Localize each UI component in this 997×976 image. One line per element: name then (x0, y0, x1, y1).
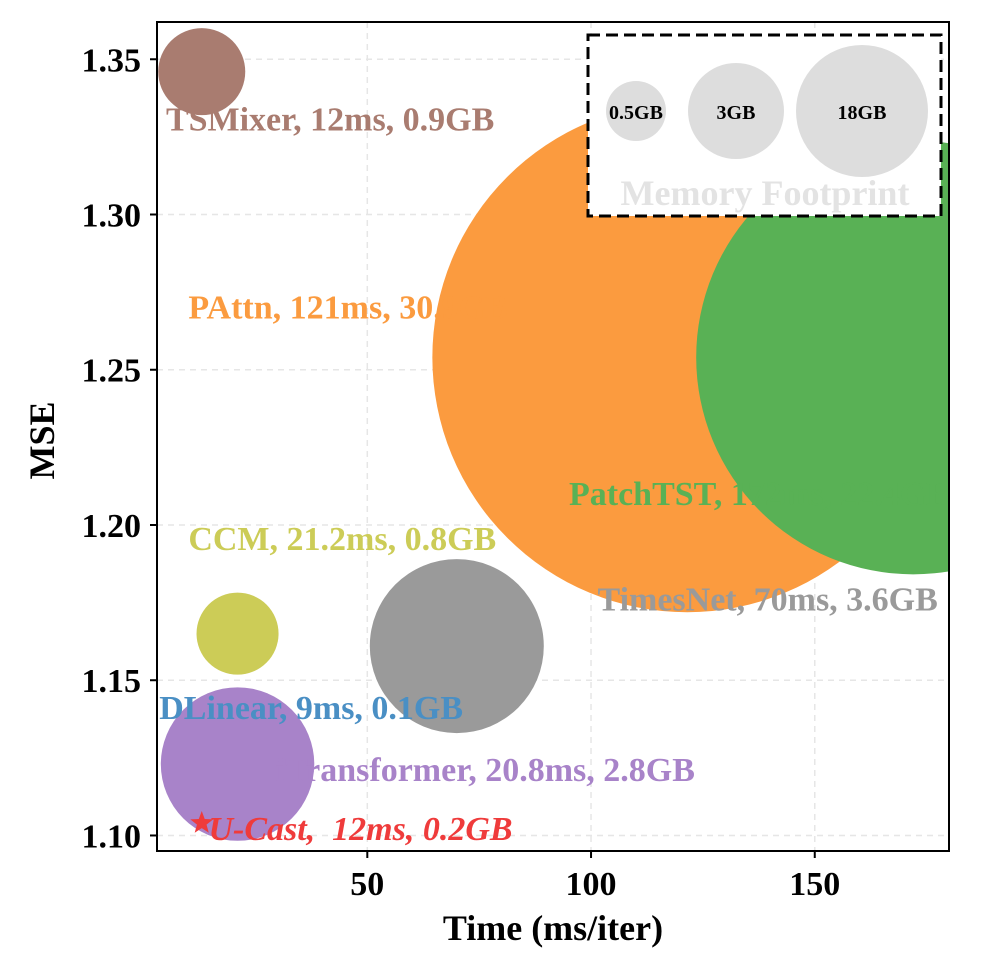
x-tick-label: 50 (350, 866, 384, 903)
tsmixer-bubble (158, 28, 246, 116)
legend-entry-label: 18GB (838, 102, 887, 124)
x-axis-label: Time (ms/iter) (443, 908, 663, 948)
y-tick-label: 1.10 (82, 818, 142, 855)
memory-legend: 0.5GB 3GB 18GB Memory Footprint (586, 33, 943, 218)
itransformer-label: iTransformer, 20.8ms, 2.8GB (276, 752, 695, 789)
y-axis-label: MSE (22, 401, 62, 479)
u-cast-label: U-Cast, 12ms, 0.2GB (208, 811, 512, 848)
legend-title: Memory Footprint (621, 173, 910, 213)
x-tick-label: 100 (566, 866, 617, 903)
legend-entry-label: 3GB (717, 102, 756, 124)
legend-bubble-3gb (688, 63, 784, 159)
plot-frame (156, 21, 950, 852)
ccm-bubble (196, 592, 279, 675)
legend-bubble-0.5gb (606, 81, 666, 141)
y-tick-label: 1.25 (82, 353, 142, 390)
pattn-label: PAttn, 121ms, 30.9GB (188, 290, 508, 327)
bubble-series (158, 28, 949, 841)
patchtst-bubble (696, 140, 949, 575)
dlinear-label: DLinear, 9ms, 0.1GB (159, 690, 463, 727)
y-tick-label: 1.30 (82, 198, 142, 235)
ccm-label: CCM, 21.2ms, 0.8GB (188, 521, 496, 558)
tsmixer-label: TSMixer, 12ms, 0.9GB (166, 102, 494, 139)
y-tick-label: 1.20 (82, 508, 142, 545)
y-tick-label: 1.35 (82, 42, 142, 79)
timesnet-bubble (369, 559, 544, 734)
legend-bubble-18gb (796, 45, 928, 177)
patchtst-label: PatchTST, 172ms, 22.4GB (569, 476, 949, 513)
itransformer-bubble (160, 687, 315, 841)
y-tick-label: 1.15 (82, 663, 142, 700)
legend-entry-label: 0.5GB (609, 102, 663, 124)
timesnet-label: TimesNet, 70ms, 3.6GB (598, 581, 938, 618)
point-labels: TSMixer, 12ms, 0.9GB PAttn, 121ms, 30.9GB… (159, 102, 949, 848)
axes: 50 100 150 1.10 1.15 1.20 1.25 1.30 1.35 (82, 42, 841, 903)
u-cast-star-marker (190, 811, 214, 833)
x-tick-label: 150 (789, 866, 840, 903)
